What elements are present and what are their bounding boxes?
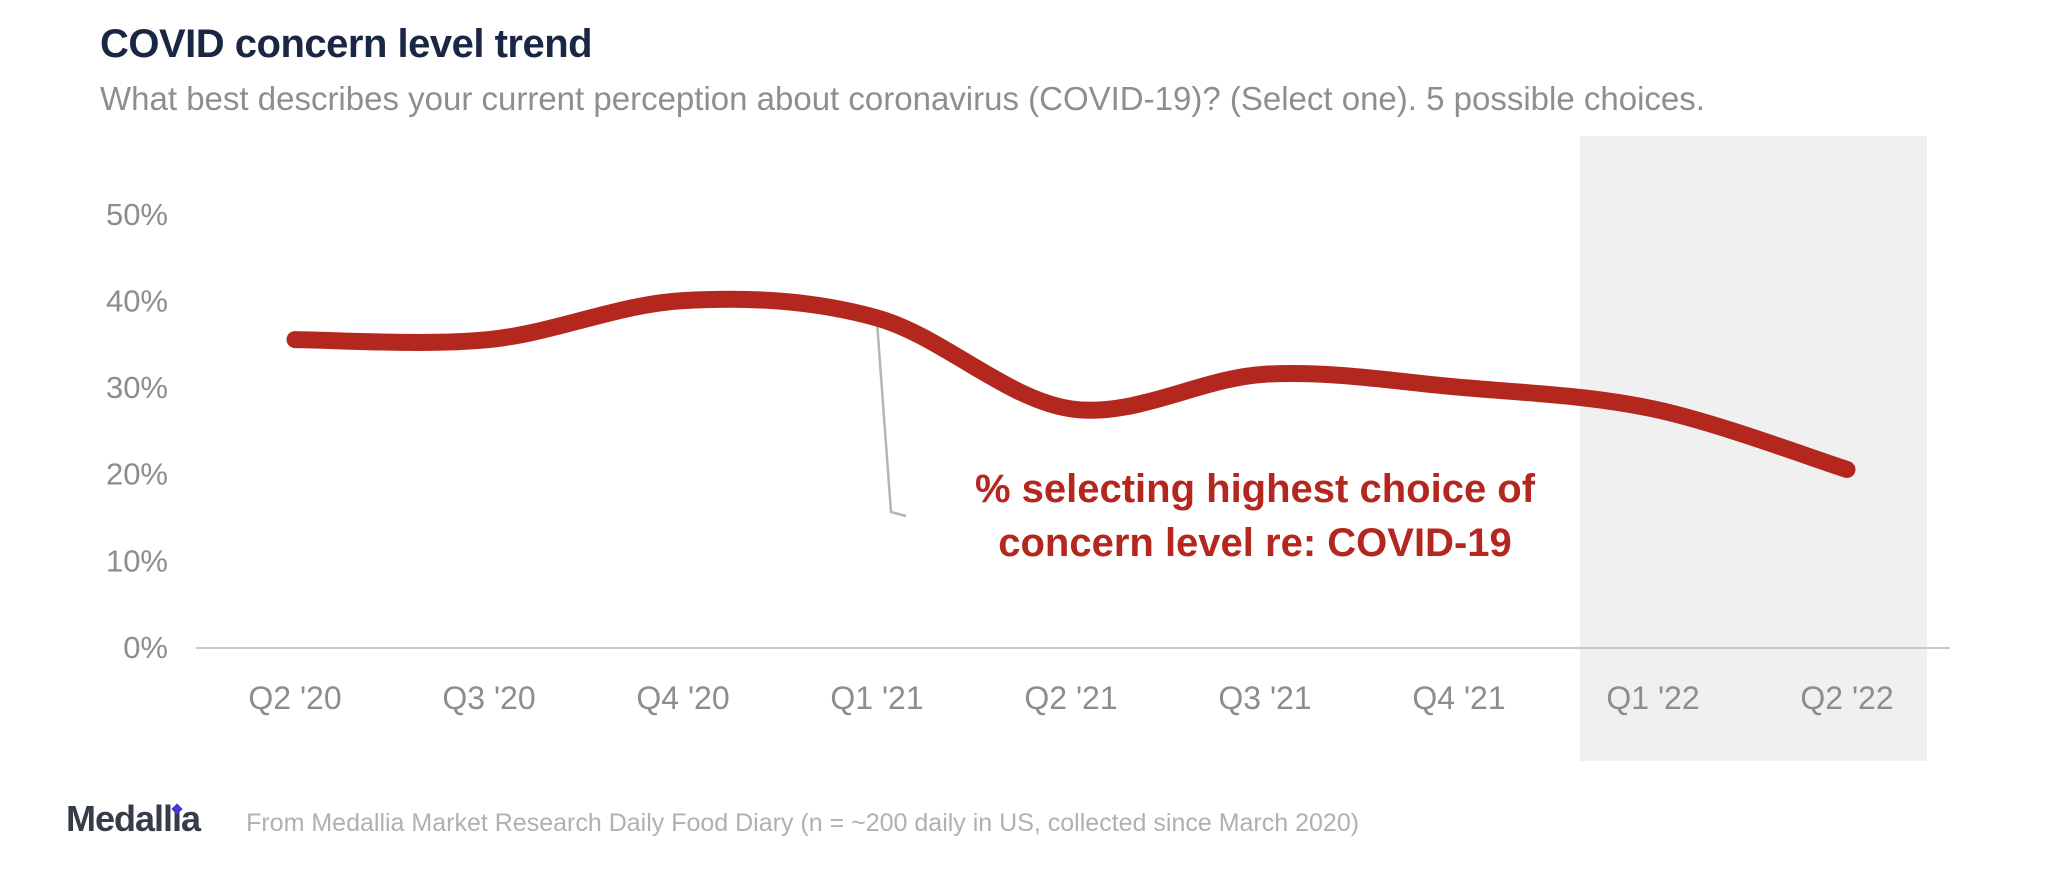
medallia-logo: Medallı a [66, 798, 201, 840]
source-note: From Medallia Market Research Daily Food… [246, 809, 1360, 837]
series-annotation: % selecting highest choice of concern le… [940, 462, 1570, 570]
y-axis-label: 20% [106, 457, 168, 492]
y-axis-label: 0% [123, 630, 168, 665]
x-axis-label: Q2 '21 [1024, 680, 1117, 716]
y-axis-label: 50% [106, 197, 168, 232]
logo-text-right: a [181, 798, 201, 839]
logo-letter-i: ı [170, 798, 183, 839]
recent-quarters-band [1580, 136, 1927, 761]
y-axis-label: 10% [106, 543, 168, 578]
annotation-leader-line [875, 321, 907, 518]
x-axis-label: Q3 '20 [442, 680, 535, 716]
y-axis-label: 40% [106, 283, 168, 318]
series-annotation-line1: % selecting highest choice of [974, 467, 1536, 511]
x-axis-label: Q1 '21 [830, 680, 923, 716]
series-annotation-line2: concern level re: COVID-19 [998, 521, 1512, 565]
x-axis-label: Q2 '20 [248, 680, 341, 716]
logo-text-left: Medall [66, 798, 173, 839]
x-axis-label: Q3 '21 [1218, 680, 1311, 716]
x-axis-label: Q4 '20 [636, 680, 729, 716]
footer: Medallı a From Medallia Market Research D… [66, 798, 1359, 840]
trend-line [286, 290, 1856, 478]
x-axis-label: Q1 '22 [1606, 680, 1699, 716]
x-axis-label: Q4 '21 [1412, 680, 1505, 716]
y-axis-label: 30% [106, 370, 168, 405]
chart-subtitle: What best describes your current percept… [100, 80, 1705, 117]
chart-title: COVID concern level trend [100, 22, 593, 66]
x-axis-label: Q2 '22 [1800, 680, 1893, 716]
